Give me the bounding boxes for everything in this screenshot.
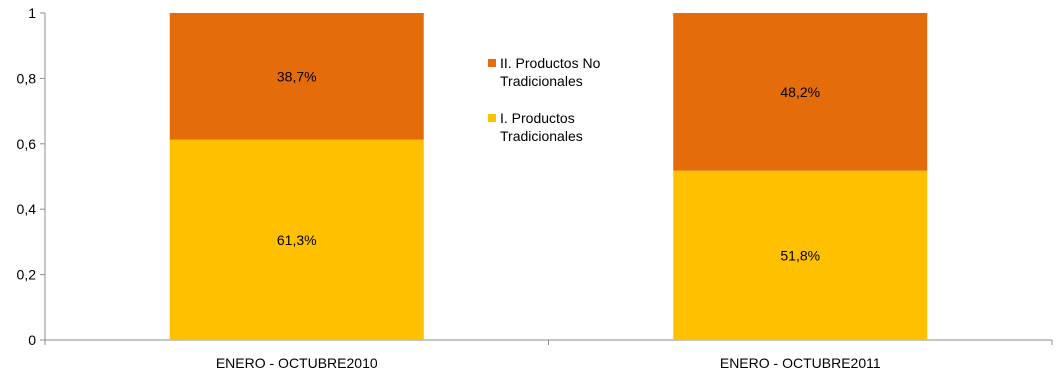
y-tick-label: 0 <box>28 332 36 348</box>
bar-segment <box>673 13 928 171</box>
bars: 61,3% 38,7% 51,8% 48,2% <box>169 13 928 340</box>
bar-segment <box>169 139 424 340</box>
legend-swatch <box>488 59 496 67</box>
x-tick-label: ENERO - OCTUBRE2011 <box>720 355 881 371</box>
data-label: 51,8% <box>780 247 820 263</box>
data-label: 38,7% <box>277 68 317 84</box>
y-tick-label: 0,6 <box>17 136 37 152</box>
y-tick-label: 0,4 <box>17 201 37 217</box>
x-tick-label: ENERO - OCTUBRE2010 <box>216 355 378 371</box>
legend: II. Productos No Tradicionales I. Producto… <box>488 55 601 144</box>
bar-segment <box>673 170 928 340</box>
legend-label: Tradicionales <box>500 73 583 89</box>
legend-label: Tradicionales <box>500 128 583 144</box>
data-label: 61,3% <box>277 232 317 248</box>
legend-label: I. Productos <box>500 110 575 126</box>
x-axis: ENERO - OCTUBRE2010 ENERO - OCTUBRE2011 <box>44 339 1053 371</box>
legend-swatch <box>488 114 496 122</box>
y-tick-label: 0,8 <box>17 70 37 86</box>
bar-segment <box>169 13 424 140</box>
legend-label: II. Productos No <box>500 55 601 71</box>
data-label: 48,2% <box>780 84 820 100</box>
y-tick-label: 0,2 <box>17 267 37 283</box>
y-axis: 0 0,2 0,4 0,6 0,8 1 <box>17 5 46 348</box>
y-tick-label: 1 <box>28 5 36 21</box>
